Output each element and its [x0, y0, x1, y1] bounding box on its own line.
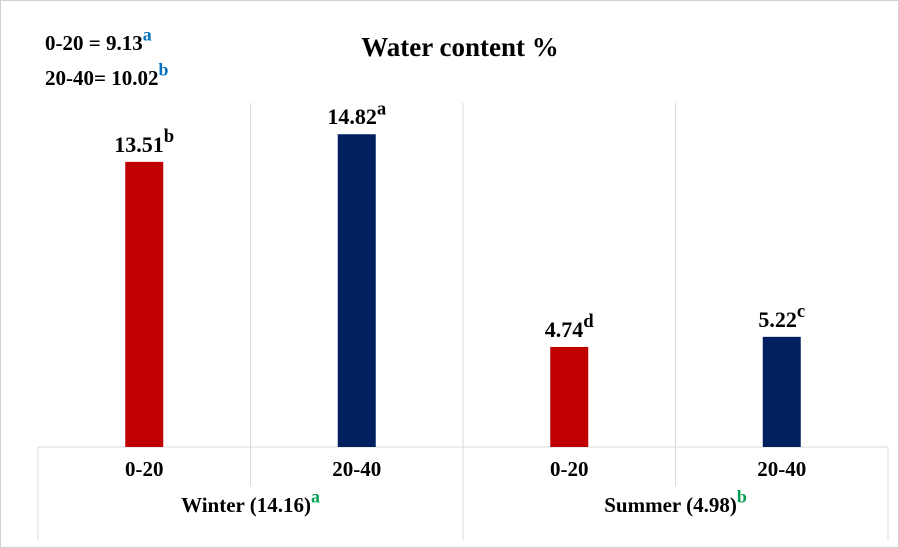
bar — [125, 161, 164, 447]
value-label: 5.22c — [758, 301, 805, 332]
value-label-superscript: b — [164, 126, 174, 147]
group-label-main: Winter (14.16) — [181, 493, 311, 517]
value-label-superscript: d — [583, 311, 594, 332]
value-label: 14.82a — [327, 98, 387, 129]
group-label: Summer (4.98)b — [604, 487, 747, 517]
x-tick-label: 20-40 — [332, 457, 381, 481]
value-label-superscript: a — [377, 98, 387, 119]
group-label: Winter (14.16)a — [181, 487, 320, 517]
value-label: 4.74d — [545, 311, 595, 342]
value-label-main: 13.51 — [114, 132, 164, 157]
annotation-main: 0-20 = 9.13 — [45, 31, 143, 55]
value-label: 13.51b — [114, 126, 174, 157]
annotation-main: 20-40= 10.02 — [45, 66, 158, 90]
x-tick-label: 0-20 — [125, 457, 164, 481]
value-label-main: 4.74 — [545, 317, 584, 342]
annotation: 20-40= 10.02b — [45, 60, 168, 90]
x-tick-label: 20-40 — [757, 457, 806, 481]
value-label-superscript: c — [797, 301, 805, 322]
annotation-superscript: b — [158, 60, 168, 80]
value-label-main: 14.82 — [327, 104, 377, 129]
value-label-main: 5.22 — [758, 307, 797, 332]
group-label-main: Summer (4.98) — [604, 493, 737, 517]
annotation-superscript: a — [143, 25, 152, 45]
bar — [762, 336, 801, 447]
bar — [550, 346, 589, 447]
x-tick-label: 0-20 — [550, 457, 589, 481]
chart-title: Water content % — [361, 32, 558, 62]
annotation: 0-20 = 9.13a — [45, 25, 152, 55]
group-label-superscript: a — [311, 487, 320, 507]
group-label-superscript: b — [737, 487, 747, 507]
bar — [337, 134, 376, 447]
